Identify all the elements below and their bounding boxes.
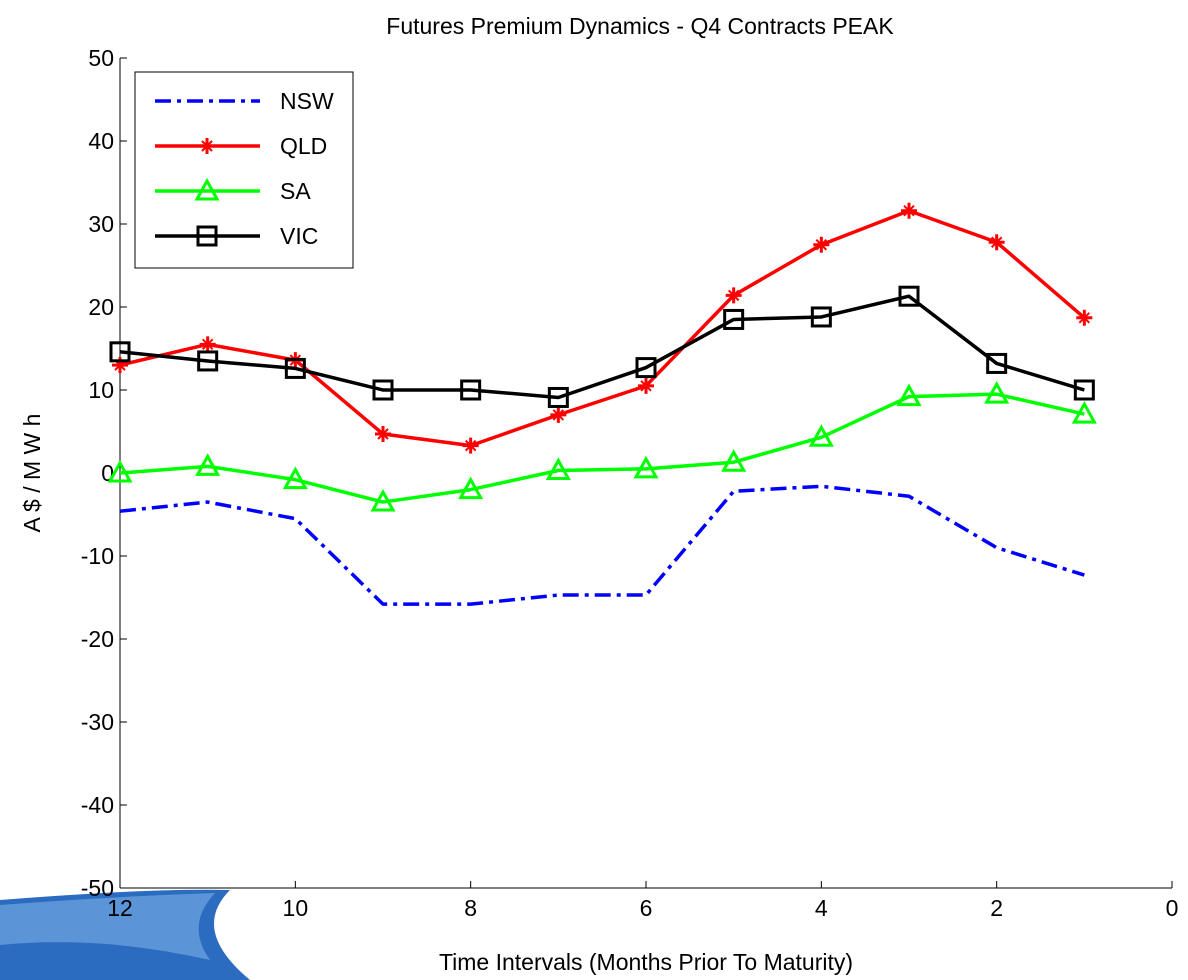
series-nsw bbox=[119, 484, 1085, 606]
data-point-vic bbox=[1073, 379, 1095, 401]
legend-entry-nsw: NSW bbox=[155, 88, 334, 114]
series-line-sa bbox=[119, 392, 1085, 504]
data-point-vic bbox=[986, 352, 1008, 374]
data-point-sa bbox=[721, 449, 747, 472]
data-point-qld bbox=[901, 202, 917, 219]
data-point-vic bbox=[109, 341, 131, 363]
y-tick-label: 20 bbox=[88, 294, 114, 320]
y-tick-label: -30 bbox=[81, 709, 114, 735]
series-sa bbox=[107, 381, 1097, 512]
data-point-vic bbox=[460, 379, 482, 401]
data-point-sa bbox=[282, 466, 308, 490]
legend-label: NSW bbox=[280, 88, 334, 114]
y-tick-label: 50 bbox=[88, 45, 114, 71]
legend-marker bbox=[199, 138, 215, 154]
y-tick-label: -10 bbox=[81, 543, 114, 569]
legend-entry-vic: VIC bbox=[155, 223, 318, 249]
chart-title: Futures Premium Dynamics - Q4 Contracts … bbox=[386, 13, 894, 39]
data-point-qld bbox=[375, 425, 391, 442]
x-tick-label: 0 bbox=[1166, 895, 1179, 921]
series-line-qld bbox=[119, 208, 1086, 448]
y-tick-label: 30 bbox=[88, 211, 114, 237]
legend-label: VIC bbox=[280, 223, 318, 249]
x-tick-label: 12 bbox=[107, 895, 133, 921]
data-point-qld bbox=[1076, 309, 1093, 326]
data-point-sa bbox=[458, 476, 484, 500]
data-point-vic bbox=[723, 308, 745, 330]
legend-label: QLD bbox=[280, 133, 327, 159]
data-point-sa bbox=[633, 455, 659, 479]
data-point-vic bbox=[197, 350, 219, 372]
data-point-qld bbox=[638, 377, 654, 394]
y-tick-label: -50 bbox=[81, 875, 114, 901]
legend-entry-sa: SA bbox=[155, 177, 311, 204]
data-point-sa bbox=[107, 459, 133, 483]
data-point-vic bbox=[372, 379, 394, 401]
series-line-vic bbox=[119, 294, 1085, 400]
data-point-sa bbox=[1071, 400, 1097, 424]
legend-label: SA bbox=[280, 178, 311, 204]
data-point-sa bbox=[370, 488, 396, 512]
x-tick-label: 4 bbox=[815, 895, 828, 921]
x-tick-label: 8 bbox=[464, 895, 477, 921]
data-point-vic bbox=[810, 306, 832, 328]
y-tick-label: -20 bbox=[81, 626, 114, 652]
series-line-nsw bbox=[119, 484, 1085, 606]
x-tick-label: 10 bbox=[283, 895, 309, 921]
data-point-vic bbox=[635, 357, 657, 379]
legend-entry-qld: QLD bbox=[155, 133, 327, 159]
data-point-sa bbox=[896, 383, 922, 407]
data-point-qld bbox=[550, 406, 567, 423]
data-point-vic bbox=[898, 285, 920, 307]
data-point-sa bbox=[808, 424, 834, 447]
x-axis-label: Time Intervals (Months Prior To Maturity… bbox=[439, 949, 853, 975]
legend-marker bbox=[194, 177, 220, 201]
data-point-qld bbox=[199, 336, 216, 353]
legend: NSW QLD SA VIC bbox=[134, 71, 354, 269]
series-vic bbox=[109, 285, 1095, 408]
y-tick-label: -40 bbox=[81, 792, 114, 818]
data-point-sa bbox=[195, 453, 221, 476]
decorative-swoosh-highlight bbox=[0, 893, 215, 960]
data-point-qld bbox=[988, 234, 1005, 251]
y-tick-label: 40 bbox=[88, 128, 114, 154]
data-point-sa bbox=[545, 457, 571, 481]
y-axis-label: A $ / M W h bbox=[19, 414, 45, 533]
x-tick-label: 6 bbox=[640, 895, 653, 921]
data-point-qld bbox=[813, 236, 830, 253]
legend-marker bbox=[196, 225, 218, 247]
x-ticks: 12 10 8 6 4 2 0 bbox=[107, 881, 1178, 921]
y-tick-label: 10 bbox=[88, 377, 114, 403]
data-point-qld bbox=[725, 287, 742, 304]
data-point-qld bbox=[462, 437, 479, 454]
data-point-vic bbox=[284, 357, 306, 379]
data-point-sa bbox=[984, 381, 1010, 404]
data-point-vic bbox=[547, 386, 569, 408]
x-tick-label: 2 bbox=[990, 895, 1003, 921]
series-layer bbox=[107, 202, 1097, 606]
legend-entries: NSW QLD SA VIC bbox=[155, 88, 334, 249]
